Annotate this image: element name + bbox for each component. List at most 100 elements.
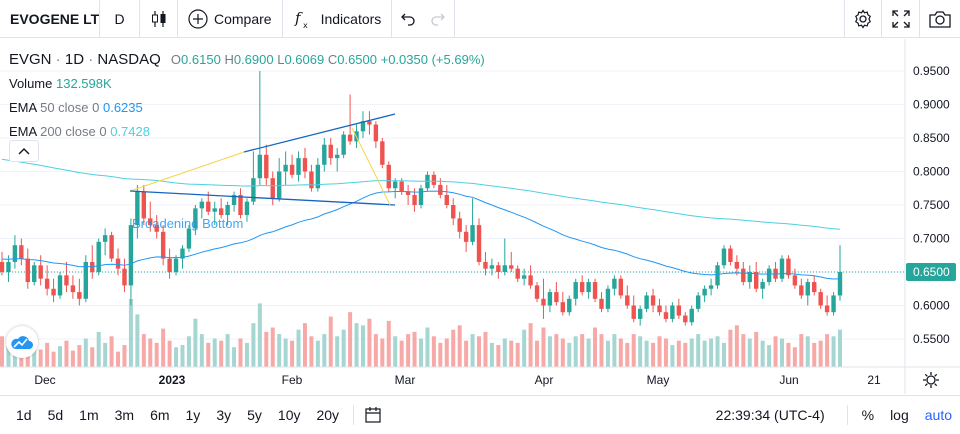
volume-legend[interactable]: Volume 132.598K	[9, 72, 485, 96]
candle	[812, 275, 817, 296]
candle	[264, 144, 269, 185]
candle	[148, 201, 153, 232]
candle	[405, 184, 411, 205]
auto-scale-toggle[interactable]: auto	[924, 406, 952, 423]
candle	[193, 205, 198, 236]
candle	[676, 298, 682, 319]
symbol-search-button[interactable]: EVOGENE LT	[0, 0, 100, 38]
time-tick: Mar	[395, 373, 416, 387]
range-button[interactable]: 10y	[277, 406, 301, 423]
candle	[102, 228, 108, 256]
undo-icon[interactable]	[400, 11, 416, 27]
time-axis-settings-icon	[923, 372, 939, 388]
volume-bar	[341, 329, 346, 367]
volume-bar	[58, 346, 63, 367]
gear-icon	[855, 8, 871, 29]
volume-bar	[322, 334, 327, 367]
ema200-legend[interactable]: EMA 200 close 0 0.7428	[9, 120, 485, 144]
range-button[interactable]: 1d	[16, 406, 32, 423]
compare-label: Compare	[214, 10, 272, 27]
volume-bar	[161, 328, 166, 367]
chart-type-button[interactable]	[140, 0, 178, 38]
date-range-icon[interactable]	[364, 406, 382, 424]
volume-bar	[457, 325, 462, 367]
percent-scale-toggle[interactable]: %	[861, 406, 875, 423]
interval-button[interactable]: D	[100, 0, 140, 38]
candle	[766, 265, 772, 286]
range-button[interactable]: 3m	[114, 406, 135, 423]
candle	[689, 305, 694, 326]
volume-bar	[805, 336, 810, 367]
screenshot-button[interactable]	[920, 0, 960, 38]
candle	[57, 272, 63, 299]
range-selector: 1d 5d 1m 3m 6m 1y 3y 5y 10y 20y	[8, 407, 347, 423]
volume-bar	[109, 336, 114, 367]
volume-bar	[425, 327, 430, 367]
candle	[218, 198, 224, 219]
volume-bar	[180, 345, 185, 367]
candles-icon	[151, 10, 165, 27]
range-button[interactable]: 3y	[216, 406, 232, 423]
price-tick: 0.9000	[913, 98, 950, 112]
candle	[470, 198, 475, 246]
collapse-legend-button[interactable]	[9, 140, 39, 162]
volume-bar	[786, 342, 791, 367]
volume-bar	[651, 342, 656, 367]
range-button[interactable]: 5y	[247, 406, 262, 423]
fullscreen-button[interactable]	[882, 0, 920, 38]
candle	[657, 298, 662, 316]
volume-bar	[573, 336, 578, 367]
candle	[734, 255, 740, 276]
price-tick: 0.5500	[913, 332, 950, 346]
range-button[interactable]: 1m	[79, 406, 99, 423]
range-button[interactable]: 20y	[316, 406, 340, 423]
candle	[599, 292, 604, 313]
log-scale-toggle[interactable]: log	[890, 406, 909, 423]
candle	[328, 138, 333, 165]
candle	[489, 258, 495, 276]
clock-display[interactable]: 22:39:34 (UTC-4)	[715, 406, 825, 423]
candle	[547, 288, 553, 313]
redo-icon[interactable]	[430, 11, 446, 27]
ema50-legend[interactable]: EMA 50 close 0 0.6235	[9, 96, 485, 120]
volume-value: 132.598K	[56, 76, 112, 91]
candle	[96, 238, 101, 276]
compare-button[interactable]: Compare	[178, 0, 283, 38]
candle	[612, 275, 617, 296]
time-tick: May	[647, 373, 670, 387]
fullscreen-icon	[891, 9, 910, 28]
volume-bar	[328, 316, 333, 367]
volume-bar	[831, 336, 836, 367]
price-tick: 0.7500	[913, 198, 950, 212]
volume-bar	[83, 338, 88, 367]
tradingview-logo[interactable]	[6, 326, 38, 358]
candle	[670, 302, 675, 323]
candle	[728, 245, 733, 266]
candle	[12, 235, 18, 269]
volume-bar	[193, 318, 198, 367]
range-button[interactable]: 1y	[185, 406, 201, 423]
open-label: O	[170, 52, 182, 67]
candle	[715, 261, 720, 289]
candle	[754, 261, 759, 293]
volume-bar	[399, 340, 404, 367]
settings-button[interactable]	[844, 0, 882, 38]
bottom-toolbar: 1d 5d 1m 3m 6m 1y 3y 5y 10y 20y 22:39:34 (UTC-4) …	[0, 395, 960, 433]
volume-bar	[605, 340, 610, 367]
volume-bar	[141, 334, 146, 367]
candle	[360, 111, 366, 138]
range-button[interactable]: 6m	[150, 406, 170, 423]
indicators-label: Indicators	[320, 10, 382, 27]
volume-bar	[64, 340, 69, 367]
volume-bar	[116, 351, 121, 367]
candle	[837, 245, 843, 301]
candle	[496, 261, 501, 279]
volume-bar	[593, 327, 598, 367]
price-chart[interactable]: Broadening Bottom 0.9500 0.9000 0.8500 0.80…	[0, 39, 960, 394]
candle	[708, 278, 714, 296]
candle	[650, 288, 656, 313]
range-button[interactable]: 5d	[47, 406, 64, 423]
time-tick: 2023	[159, 373, 186, 387]
high-value: 0.6900	[233, 52, 274, 67]
